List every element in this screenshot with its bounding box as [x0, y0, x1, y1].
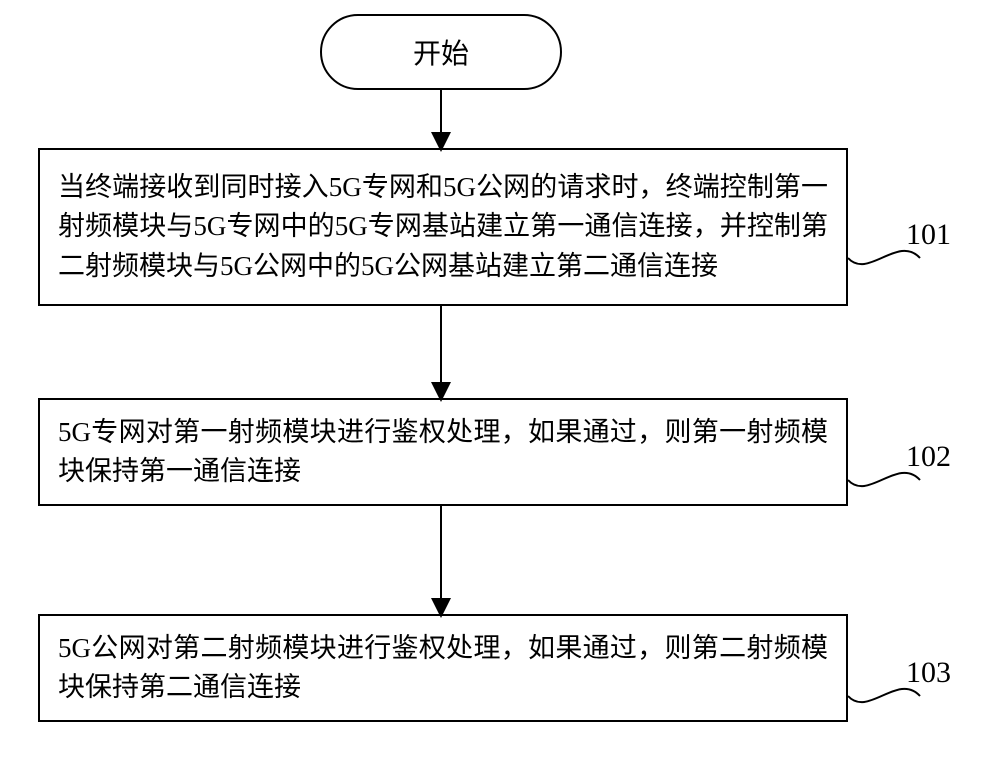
start-label: 开始 [413, 32, 469, 72]
step-103-label: 103 [906, 656, 951, 690]
start-node: 开始 [320, 14, 562, 90]
step-102: 5G专网对第一射频模块进行鉴权处理，如果通过，则第一射频模块保持第一通信连接 [38, 398, 848, 506]
step-103: 5G公网对第二射频模块进行鉴权处理，如果通过，则第二射频模块保持第二通信连接 [38, 614, 848, 722]
step-102-text: 5G专网对第一射频模块进行鉴权处理，如果通过，则第一射频模块保持第一通信连接 [58, 413, 828, 491]
flowchart-canvas: 开始 当终端接收到同时接入5G专网和5G公网的请求时，终端控制第一射频模块与5G… [0, 0, 1000, 767]
step-102-label: 102 [906, 440, 951, 474]
step-103-text: 5G公网对第二射频模块进行鉴权处理，如果通过，则第二射频模块保持第二通信连接 [58, 629, 828, 707]
step-101-text: 当终端接收到同时接入5G专网和5G公网的请求时，终端控制第一射频模块与5G专网中… [58, 168, 828, 285]
step-101: 当终端接收到同时接入5G专网和5G公网的请求时，终端控制第一射频模块与5G专网中… [38, 148, 848, 306]
step-101-label: 101 [906, 218, 951, 252]
